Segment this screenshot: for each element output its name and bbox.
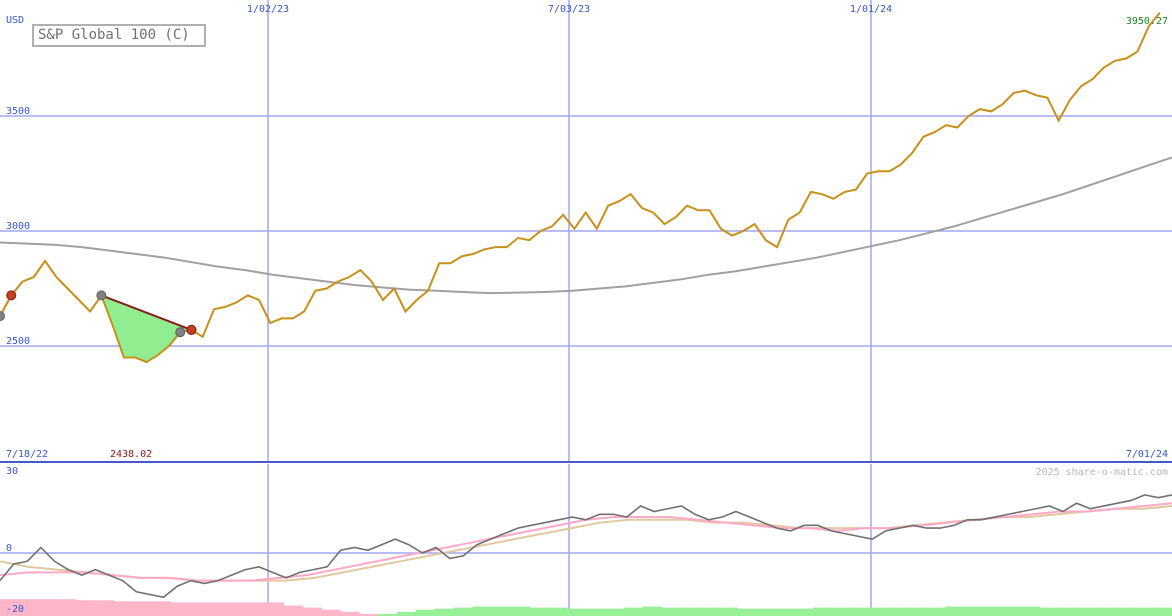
end-date-label: 7/01/24 <box>1126 449 1168 460</box>
histogram-bar-21 <box>396 611 417 616</box>
y-tick-label-2: 3500 <box>6 106 30 117</box>
histogram-bar-42 <box>793 608 814 616</box>
histogram-bar-20 <box>378 613 398 616</box>
histogram-bar-6 <box>113 601 133 616</box>
histogram-bar-13 <box>245 602 266 616</box>
moving-average-line <box>0 156 1172 295</box>
histogram-bar-8 <box>151 601 171 616</box>
histogram-bar-57 <box>1077 607 1097 616</box>
histogram-bar-10 <box>189 602 209 616</box>
histogram-bar-29 <box>548 607 568 616</box>
histogram-bar-35 <box>661 607 682 616</box>
indicator-series <box>0 494 1172 599</box>
histogram-bar-11 <box>207 602 228 616</box>
histogram-bar-47 <box>888 607 908 616</box>
watermark: 2025 share-o-matic.com <box>1036 467 1168 478</box>
histogram-bar-16 <box>302 607 322 616</box>
x-tick-label-1: 7/03/23 <box>548 4 590 15</box>
main-axis-labels: USD 2500 3000 3500 1/02/23 7/03/23 1/01/24 7/18… <box>6 4 1168 460</box>
histogram-bar-56 <box>1058 607 1078 616</box>
period-marker-0-1 <box>6 290 17 301</box>
histogram-bar-40 <box>756 608 776 616</box>
histogram-bar-1 <box>18 599 39 616</box>
histogram-bar-31 <box>586 608 606 616</box>
x-tick-label-2: 1/01/24 <box>850 4 892 15</box>
histogram-bar-32 <box>604 608 625 616</box>
histogram-bar-44 <box>831 607 852 616</box>
currency-label: USD <box>6 15 24 26</box>
histogram-bar-36 <box>680 607 700 616</box>
histogram-bar-28 <box>529 607 549 616</box>
y-tick-label-0: 2500 <box>6 336 30 347</box>
indicator-histogram <box>0 599 1172 616</box>
histogram-bar-14 <box>264 602 285 616</box>
chart-title: S&P Global 100 (C) <box>32 24 206 47</box>
histogram-bar-45 <box>850 607 871 616</box>
histogram-bar-58 <box>1096 607 1116 616</box>
histogram-bar-0 <box>0 599 20 616</box>
histogram-bar-34 <box>642 606 663 616</box>
period-marker-0-0 <box>0 311 5 322</box>
last-value-label: 3950.27 <box>1126 16 1168 27</box>
histogram-bar-50 <box>945 606 965 616</box>
ind-y-tick-label-1: 0 <box>6 543 12 554</box>
histogram-bar-38 <box>718 607 738 616</box>
momentum-line <box>0 494 1172 599</box>
histogram-bar-15 <box>283 605 303 616</box>
period-marker-2-0 <box>175 327 186 338</box>
start-date-label: 7/18/22 <box>6 449 48 460</box>
histogram-bar-59 <box>1115 607 1135 616</box>
period-marker-2-1 <box>186 324 197 335</box>
histogram-bar-5 <box>94 600 114 616</box>
histogram-bar-54 <box>1020 606 1041 616</box>
main-grid <box>0 0 1172 463</box>
ind-y-tick-label-0: 30 <box>6 466 18 477</box>
histogram-bar-39 <box>737 608 757 616</box>
histogram-bar-17 <box>321 609 341 616</box>
histogram-bar-12 <box>226 602 247 616</box>
histogram-bar-46 <box>869 607 889 616</box>
y-tick-label-1: 3000 <box>6 221 30 232</box>
histogram-bar-49 <box>926 607 946 616</box>
histogram-bar-60 <box>1134 607 1154 616</box>
histogram-bar-55 <box>1039 607 1060 616</box>
histogram-bar-27 <box>510 606 530 616</box>
histogram-bar-53 <box>1001 606 1022 616</box>
low-value-label: 2438.02 <box>110 449 152 460</box>
x-tick-label-0: 1/02/23 <box>247 4 289 15</box>
histogram-bar-25 <box>472 606 492 616</box>
period-marker-1-0 <box>96 290 107 301</box>
histogram-bar-33 <box>623 607 644 616</box>
histogram-bar-2 <box>37 599 58 616</box>
period-connector-1 <box>101 294 192 331</box>
histogram-bar-18 <box>340 611 360 616</box>
histogram-bar-51 <box>964 606 984 616</box>
indicator-grid <box>0 464 1172 616</box>
indicator-axis-labels: 30 0 -20 2025 share-o-matic.com <box>6 466 1168 615</box>
histogram-bar-26 <box>491 606 511 616</box>
histogram-bar-61 <box>1153 607 1172 616</box>
main-series <box>0 11 1172 364</box>
histogram-bar-19 <box>359 613 379 616</box>
histogram-bar-9 <box>170 602 190 616</box>
histogram-bar-22 <box>415 609 436 616</box>
histogram-bar-23 <box>434 608 455 616</box>
histogram-bar-37 <box>699 607 719 616</box>
histogram-bar-24 <box>453 607 474 616</box>
histogram-bar-4 <box>75 600 96 616</box>
histogram-bar-41 <box>775 608 795 616</box>
ind-y-tick-label-2: -20 <box>6 604 24 615</box>
histogram-bar-7 <box>132 601 152 616</box>
histogram-bar-3 <box>56 599 77 616</box>
histogram-bar-43 <box>812 607 833 616</box>
histogram-bar-52 <box>982 606 1003 616</box>
histogram-bar-48 <box>907 607 927 616</box>
histogram-bar-30 <box>567 608 587 616</box>
